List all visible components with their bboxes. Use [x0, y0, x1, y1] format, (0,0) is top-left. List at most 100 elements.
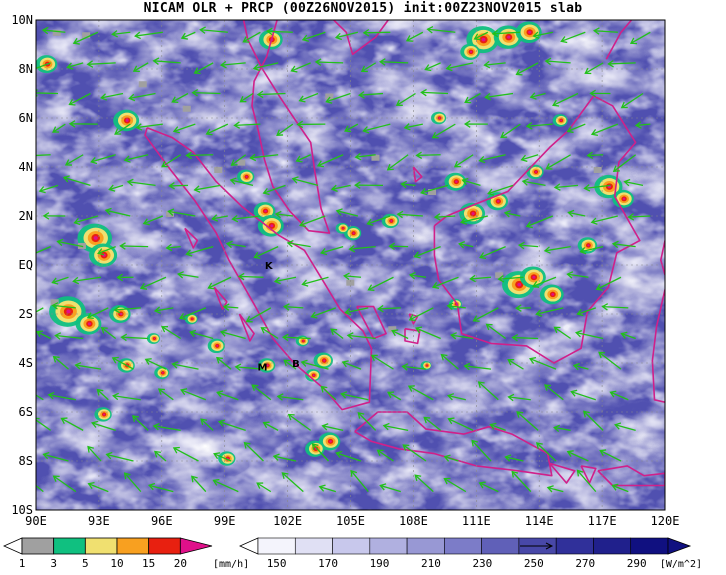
y-tick-label: 10S: [11, 503, 33, 517]
precip-cell-core: [264, 210, 267, 212]
olr-colorbar-high-arrow: [668, 538, 690, 554]
x-tick-label: 99E: [214, 514, 236, 528]
wind-vector-head: [27, 389, 33, 394]
wind-vector-head: [30, 481, 36, 487]
olr-colorbar-swatch: [407, 538, 444, 554]
precip-colorbar-swatch: [22, 538, 54, 554]
x-tick-label: 117E: [588, 514, 617, 528]
precip-cell-core: [88, 322, 91, 325]
precip-cell-core: [191, 318, 193, 319]
precip-cell-core: [216, 345, 218, 347]
precip-cell-core: [270, 224, 273, 227]
x-tick-label: 108E: [399, 514, 428, 528]
precip-cell-core: [154, 338, 156, 339]
wind-vector-shaft: [316, 62, 343, 63]
wind-vector-head: [9, 272, 14, 278]
precip-colorbar-swatch: [85, 538, 117, 554]
x-tick-label: 96E: [151, 514, 173, 528]
olr-colorbar-label: 250: [524, 557, 544, 570]
wind-vector-head: [18, 446, 24, 452]
precip-light-cell: [594, 167, 602, 173]
wind-vector-shaft: [193, 93, 221, 94]
olr-colorbar-swatch: [631, 538, 668, 554]
precip-cell-core: [390, 220, 392, 222]
olr-colorbar-swatch: [333, 538, 370, 554]
precip-light-cell: [214, 167, 222, 173]
precip-light-cell: [139, 81, 147, 87]
y-tick-label: 8N: [19, 62, 33, 76]
olr-colorbar-swatch: [295, 538, 332, 554]
olr-colorbar-label: 170: [318, 557, 338, 570]
place-label: B: [292, 359, 300, 370]
olr-colorbar-label: 190: [370, 557, 390, 570]
olr-colorbar-label: 290: [627, 557, 647, 570]
olr-colorbar-swatch: [482, 538, 519, 554]
precip-cell-core: [535, 171, 537, 173]
precip-cell-core: [532, 276, 535, 279]
precip-cell-core: [482, 38, 486, 42]
precip-cell-core: [551, 293, 554, 296]
wind-vector-head: [23, 153, 28, 159]
wind-vector-shaft: [120, 246, 148, 247]
precip-cell-core: [246, 176, 248, 178]
precip-cell-core: [517, 283, 521, 287]
precip-cell-core: [560, 120, 562, 122]
precip-cell-core: [426, 365, 427, 366]
precip-cell-core: [313, 374, 315, 376]
precip-cell-core: [103, 414, 105, 416]
precip-cell-core: [623, 198, 626, 200]
olr-colorbar-low-arrow: [240, 538, 258, 554]
precip-colorbar-unit: [mm/h]: [213, 559, 249, 570]
olr-colorbar-label: 150: [267, 557, 287, 570]
x-tick-label: 102E: [273, 514, 302, 528]
precip-cell-core: [353, 232, 355, 234]
wind-vector-shaft: [9, 274, 36, 277]
precip-cell-core: [126, 119, 129, 122]
y-tick-label: 4S: [19, 356, 33, 370]
x-tick-label: 105E: [336, 514, 365, 528]
precip-cell-core: [439, 117, 441, 119]
precip-colorbar-swatch: [54, 538, 86, 554]
precip-colorbar-swatch: [180, 538, 212, 554]
wind-vector-shaft: [169, 185, 188, 186]
wind-vector-head: [30, 251, 36, 257]
olr-colorbar-label: 210: [421, 557, 441, 570]
wind-vector-shaft: [239, 276, 263, 277]
wind-vector-head: [8, 364, 13, 370]
olr-colorbar-swatch: [258, 538, 295, 554]
precip-cell-core: [507, 36, 510, 39]
precip-cell-core: [342, 228, 344, 229]
x-tick-label: 93E: [88, 514, 110, 528]
olr-colorbar-label: 270: [575, 557, 595, 570]
place-label: K: [265, 261, 274, 272]
olr-colorbar-swatch: [370, 538, 407, 554]
y-tick-label: 6N: [19, 111, 33, 125]
olr-colorbar-label: 230: [472, 557, 492, 570]
y-tick-label: 2N: [19, 209, 33, 223]
precip-colorbar-label: 1: [19, 557, 26, 570]
place-label: M: [257, 363, 267, 374]
x-tick-label: 120E: [651, 514, 680, 528]
precip-colorbar-label: 20: [174, 557, 187, 570]
precip-colorbar-low-arrow: [4, 538, 22, 554]
precip-cell-core: [472, 212, 475, 215]
precip-cell-core: [329, 440, 332, 442]
wind-vector-shaft: [186, 155, 213, 156]
olr-colorbar-unit: [W/m^2]: [660, 559, 702, 570]
precip-cell-core: [323, 359, 325, 361]
wind-vector-shaft: [364, 32, 390, 33]
y-tick-label: 8S: [19, 454, 33, 468]
precip-cell-core: [66, 310, 70, 314]
wind-vector: [9, 272, 36, 278]
olr-colorbar-swatch: [444, 538, 481, 554]
precip-light-cell: [183, 106, 191, 112]
precip-colorbar-label: 10: [110, 557, 123, 570]
y-tick-label: 10N: [11, 13, 33, 27]
olr-colorbar-swatch: [593, 538, 630, 554]
wind-vector-shaft: [417, 155, 441, 156]
wind-vector-shaft: [588, 155, 604, 156]
precip-colorbar-label: 5: [82, 557, 89, 570]
precip-cell-core: [528, 31, 531, 34]
